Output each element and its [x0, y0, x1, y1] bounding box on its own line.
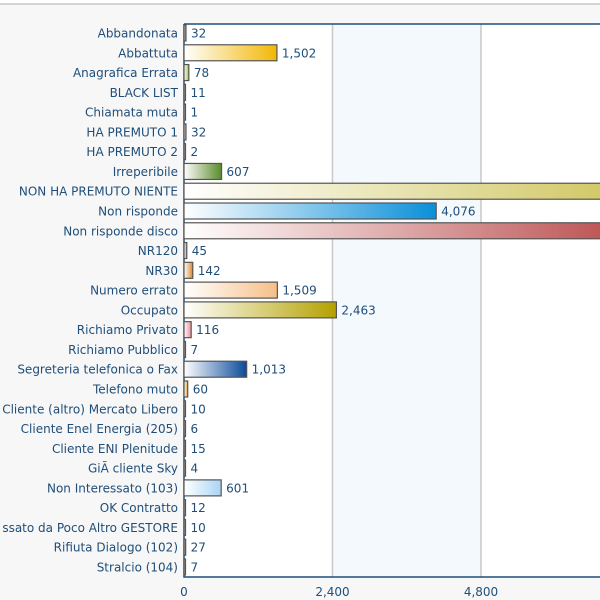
bar — [183, 518, 187, 537]
x-tick-label: 2,400 — [315, 585, 349, 599]
value-label: 7 — [191, 343, 199, 357]
value-label: 601 — [226, 481, 249, 495]
category-label: Occupato — [121, 303, 178, 317]
value-label: 32 — [191, 125, 206, 139]
bar — [183, 143, 187, 161]
category-label: GiÃ cliente Sky — [88, 461, 178, 476]
category-label: Non risponde disco — [63, 224, 178, 238]
bar — [183, 24, 187, 42]
category-label: ssato da Poco Altro GESTORE — [2, 521, 178, 535]
value-label: 11 — [191, 86, 206, 100]
category-label: OK Contratto — [100, 501, 178, 515]
category-label: Non Interessato (103) — [47, 481, 178, 495]
value-label: 27 — [191, 541, 206, 555]
bar — [183, 360, 248, 378]
value-label: 4 — [191, 462, 199, 476]
bar — [183, 281, 278, 299]
category-label: Anagrafica Errata — [73, 66, 178, 80]
value-label: 1,013 — [252, 363, 286, 377]
value-label: 15 — [191, 442, 206, 456]
category-label: Numero errato — [90, 284, 178, 298]
value-label: 45 — [192, 244, 207, 258]
bar — [183, 558, 187, 576]
top-border — [0, 0, 600, 5]
bar — [183, 222, 600, 240]
x-tick-label: 0 — [180, 585, 188, 599]
value-label: 607 — [227, 165, 250, 179]
bar — [183, 321, 192, 339]
bar — [183, 202, 437, 220]
bar — [183, 103, 187, 121]
bar — [183, 459, 187, 477]
value-label: 78 — [194, 66, 209, 80]
bar — [183, 261, 194, 279]
category-label: BLACK LIST — [110, 86, 179, 100]
bar — [183, 301, 337, 319]
x-tick-label: 4,800 — [464, 585, 498, 599]
bar — [183, 380, 189, 398]
category-label: Chiamata muta — [85, 106, 178, 120]
category-label: Richiamo Privato — [77, 323, 178, 337]
value-label: 10 — [191, 521, 206, 535]
bar — [183, 400, 187, 418]
bar — [183, 63, 190, 82]
bar — [183, 340, 187, 359]
category-label: NR30 — [145, 264, 178, 278]
category-label: HA PREMUTO 1 — [86, 125, 178, 139]
bar — [183, 419, 187, 438]
category-label: Non risponde — [98, 205, 178, 219]
value-label: 60 — [193, 383, 208, 397]
category-label: Rifiuta Dialogo (102) — [54, 541, 178, 555]
value-label: 12 — [191, 501, 206, 515]
value-label: 10 — [191, 402, 206, 416]
category-label: Abbandonata — [98, 27, 178, 41]
category-label: HA PREMUTO 2 — [86, 145, 178, 159]
bar — [183, 538, 187, 556]
bar — [183, 44, 278, 62]
category-label: Cliente ENI Plenitude — [52, 442, 178, 456]
category-label: Segreteria telefonica o Fax — [17, 363, 178, 377]
category-label: Richiamo Pubblico — [68, 343, 178, 357]
bar — [183, 439, 187, 457]
value-label: 116 — [196, 323, 219, 337]
value-label: 4,076 — [441, 205, 475, 219]
value-label: 7 — [191, 561, 199, 575]
category-label: Stralcio (104) — [97, 561, 178, 575]
bar — [183, 499, 187, 517]
value-label: 1 — [191, 106, 199, 120]
value-label: 1,502 — [282, 46, 316, 60]
bar — [183, 479, 222, 497]
value-label: 2 — [191, 145, 199, 159]
plot-band — [332, 24, 481, 577]
category-label: Cliente (altro) Mercato Libero — [2, 402, 178, 416]
category-label: NR120 — [138, 244, 178, 258]
bar — [183, 83, 187, 101]
bar — [183, 162, 223, 181]
value-label: 32 — [191, 27, 206, 41]
value-label: 142 — [198, 264, 221, 278]
category-label: Abbattuta — [118, 46, 178, 60]
category-label: NON HA PREMUTO NIENTE — [19, 185, 178, 199]
value-label: 6 — [191, 422, 199, 436]
category-label: Cliente Enel Energia (205) — [21, 422, 178, 436]
category-label: Telefono muto — [92, 383, 178, 397]
value-label: 2,463 — [341, 303, 375, 317]
bar — [183, 182, 600, 200]
bar — [183, 241, 188, 260]
bar — [183, 123, 187, 141]
category-label: Irreperibile — [113, 165, 178, 179]
value-label: 1,509 — [282, 284, 316, 298]
